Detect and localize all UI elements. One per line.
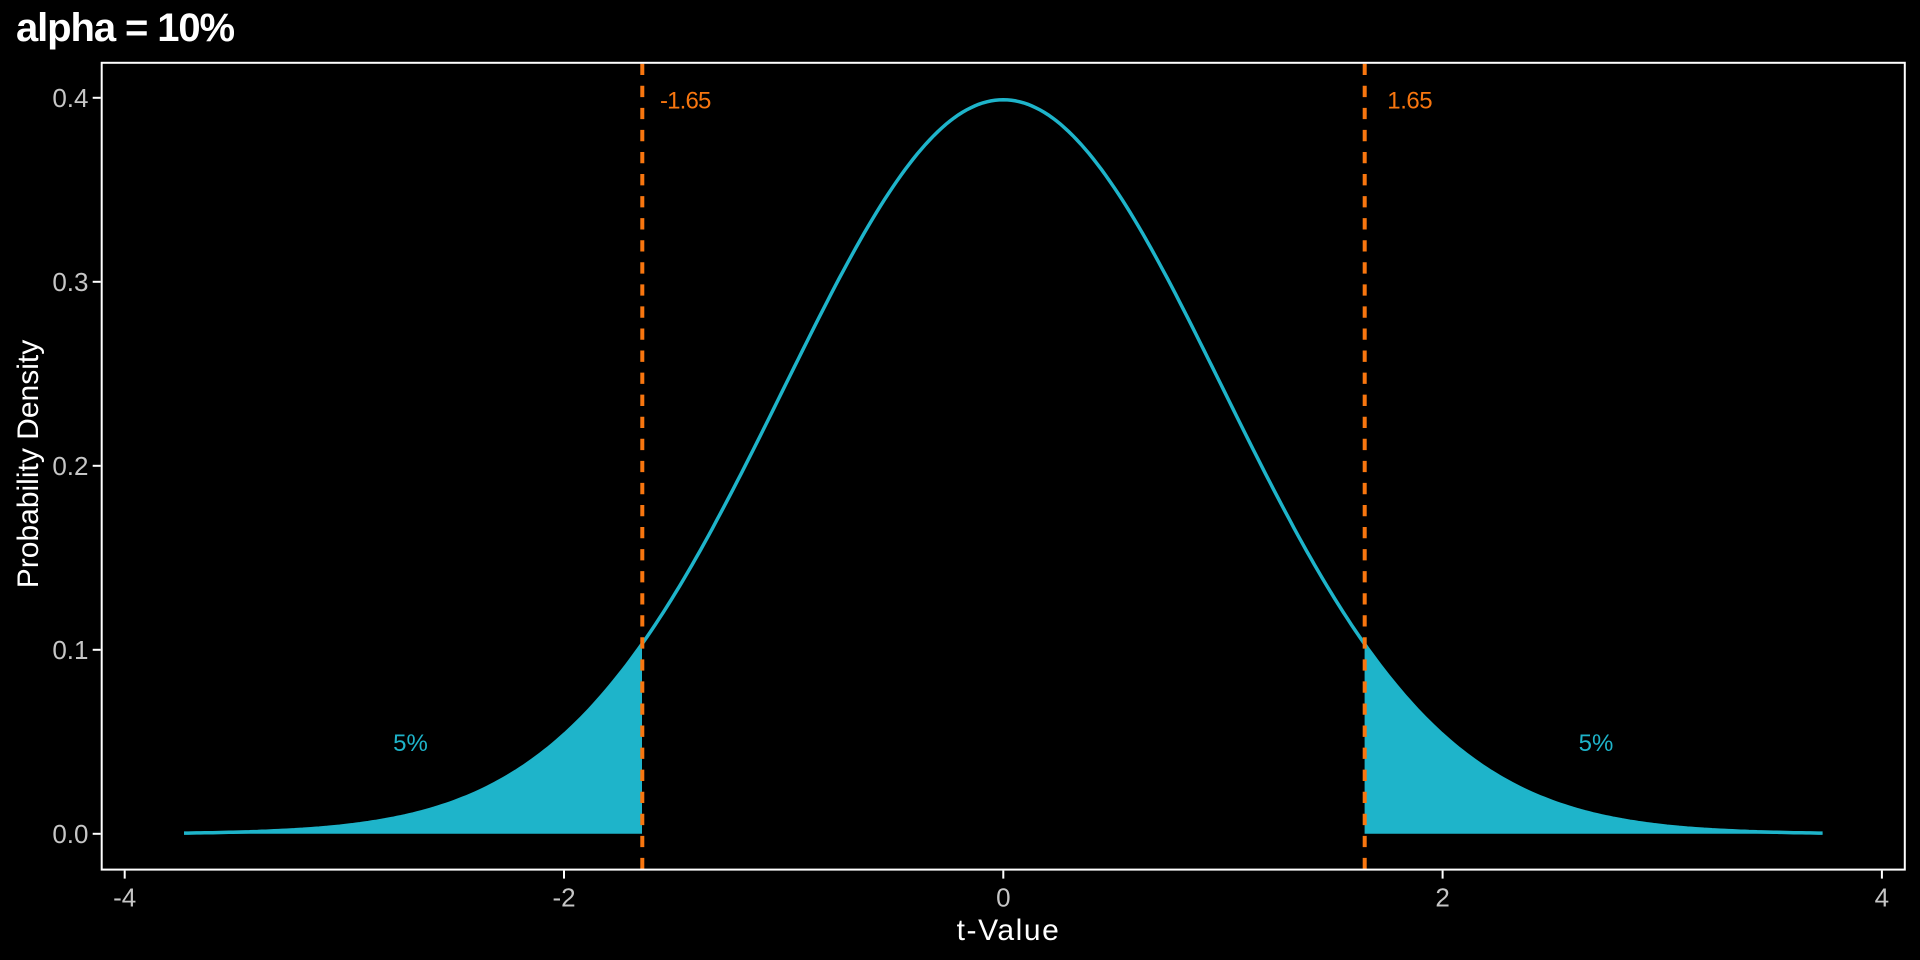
svg-text:0.3: 0.3 <box>52 267 88 297</box>
svg-text:0.2: 0.2 <box>52 451 88 481</box>
svg-text:0: 0 <box>996 883 1010 913</box>
svg-text:-2: -2 <box>552 883 575 913</box>
svg-text:0.0: 0.0 <box>52 819 88 849</box>
svg-text:0.1: 0.1 <box>52 635 88 665</box>
svg-text:4: 4 <box>1875 883 1889 913</box>
svg-text:0.4: 0.4 <box>52 83 88 113</box>
svg-text:1.65: 1.65 <box>1387 87 1432 114</box>
svg-text:-1.65: -1.65 <box>660 87 711 114</box>
svg-text:alpha = 10%: alpha = 10% <box>16 6 235 50</box>
svg-text:2: 2 <box>1435 883 1449 913</box>
svg-text:Probability Density: Probability Density <box>12 340 45 588</box>
svg-text:t-Value: t-Value <box>957 914 1061 947</box>
svg-text:5%: 5% <box>393 730 428 757</box>
svg-text:5%: 5% <box>1579 730 1614 757</box>
svg-text:-4: -4 <box>113 883 136 913</box>
